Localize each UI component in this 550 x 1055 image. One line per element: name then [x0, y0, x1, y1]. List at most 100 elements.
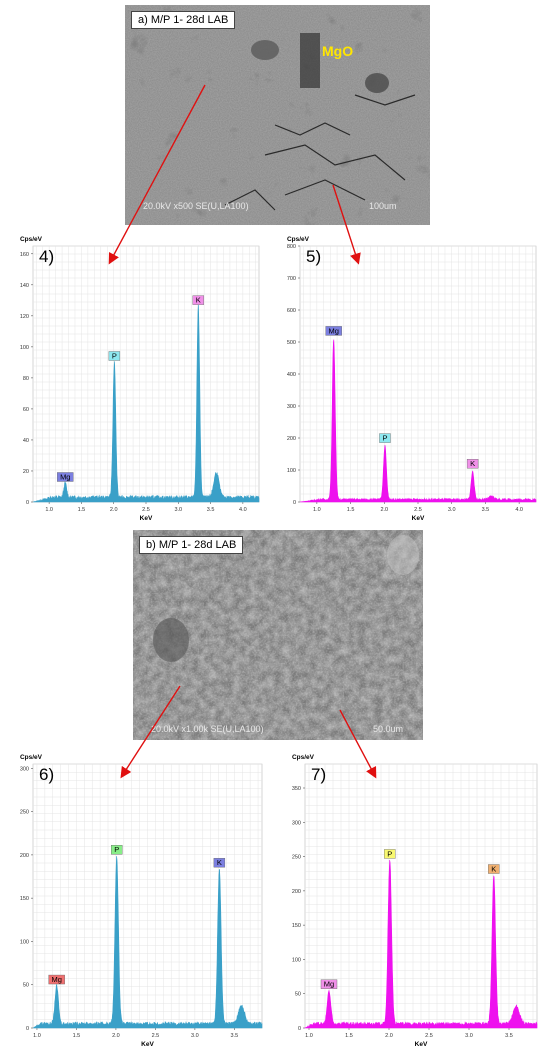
peak-label-mg: Mg	[320, 979, 338, 989]
x-axis-label: KeV	[412, 515, 425, 522]
peak-tag-box	[111, 845, 123, 855]
peak-tag-box	[213, 857, 226, 868]
peak-tag-text: K	[196, 296, 201, 305]
y-axis-label: Cps/eV	[20, 754, 43, 761]
y-tick-label: 80	[23, 376, 29, 382]
x-tick-label: 4.0	[239, 507, 247, 513]
x-tick-label: 1.5	[347, 507, 355, 513]
peak-tag-box	[325, 326, 342, 336]
peak-label-mg: Mg	[325, 326, 342, 336]
spectrum-panel-5: 0 100 200 300 400 500 600 700 800 1.0 1.5 2.0 2.5 3.0…	[272, 232, 544, 524]
sem-b-info: 20.0kV x1.00k SE(U,LA100)	[151, 724, 264, 734]
y-tick-label: 600	[287, 308, 296, 314]
peak-tag-text: P	[382, 434, 387, 443]
x-tick-label: 3.5	[231, 1033, 239, 1039]
y-axis-label: Cps/eV	[287, 236, 310, 243]
spectrum-panel-7: 0 50 100 150 200 250 300 350 1.0 1.5 2.0 2.5 3.0 3.5 C…	[277, 750, 545, 1050]
y-tick-label: 200	[287, 436, 296, 442]
x-tick-label: 2.5	[414, 507, 422, 513]
y-tick-label: 50	[23, 983, 29, 989]
y-axis-label: Cps/eV	[292, 754, 315, 761]
peak-tag-box	[466, 458, 479, 469]
sem-texture-a	[125, 5, 430, 225]
peak-label-k: K	[192, 295, 205, 305]
x-axis-label: KeV	[141, 1041, 154, 1048]
peak-label-p: P	[379, 433, 391, 443]
y-tick-label: 100	[292, 957, 301, 963]
peak-tag-box	[108, 351, 121, 361]
peak-tag-text: K	[217, 858, 222, 867]
y-tick-label: 150	[20, 896, 29, 902]
y-tick-label: 350	[292, 786, 301, 792]
x-tick-label: 3.5	[207, 507, 215, 513]
x-tick-label: 3.5	[482, 507, 490, 513]
peak-tag-text: P	[387, 849, 392, 858]
sem-b-label: b) M/P 1- 28d LAB	[139, 536, 244, 554]
x-tick-label: 3.0	[465, 1033, 473, 1039]
x-tick-label: 2.0	[112, 1033, 120, 1039]
peak-tag-text: Mg	[60, 472, 70, 481]
spectrum-panel-4: 0 20 40 60 80 100 120 140 160 1.0 1.5 2.0 2.5 3.0 3.5 4…	[5, 232, 267, 524]
y-tick-label: 150	[292, 923, 301, 929]
peak-label-p: P	[384, 849, 396, 859]
y-tick-label: 0	[26, 1026, 29, 1032]
peak-tag-text: P	[114, 845, 119, 854]
sem-b-scale: 50.0um	[373, 724, 404, 734]
sem-a-label: a) M/P 1- 28d LAB	[131, 11, 236, 29]
peak-tag-text: Mg	[324, 980, 334, 989]
x-tick-label: 3.5	[505, 1033, 513, 1039]
peak-label-k: K	[466, 458, 479, 469]
peak-tag-text: P	[112, 351, 117, 360]
y-axis-label: Cps/eV	[20, 236, 43, 243]
sem-image-a: a) M/P 1- 28d LAB MgO 20.0kV x500 SE(U,L…	[125, 5, 430, 225]
y-tick-label: 40	[23, 438, 29, 444]
sem-texture-b	[133, 530, 423, 740]
y-tick-label: 50	[295, 992, 301, 998]
y-tick-label: 200	[20, 853, 29, 859]
peak-tag-text: K	[470, 459, 475, 468]
x-tick-label: 4.0	[515, 507, 523, 513]
x-tick-label: 2.0	[380, 507, 388, 513]
peak-tag-box	[488, 864, 500, 874]
y-tick-label: 140	[20, 283, 29, 289]
y-tick-label: 100	[287, 468, 296, 474]
x-tick-label: 2.5	[425, 1033, 433, 1039]
x-tick-label: 1.0	[33, 1033, 41, 1039]
spectrum-series	[304, 859, 538, 1029]
spectrum-series	[32, 856, 263, 1029]
spectrum-chart-6: 0 50 100 150 200 250 300 1.0 1.5 2.0 2.5 3.0 3.5 Cps/…	[20, 754, 263, 1048]
y-tick-label: 160	[20, 252, 29, 258]
y-tick-label: 0	[26, 500, 29, 506]
x-axis-label: KeV	[140, 515, 153, 522]
spectrum-chart-7: 0 50 100 150 200 250 300 350 1.0 1.5 2.0 2.5 3.0 3.5 C…	[292, 754, 538, 1048]
panel-number: 5)	[306, 247, 321, 266]
y-tick-label: 250	[20, 810, 29, 816]
peak-label-k: K	[213, 857, 226, 868]
x-tick-label: 1.0	[305, 1033, 313, 1039]
peak-tag-text: Mg	[329, 326, 339, 335]
x-tick-label: 3.0	[448, 507, 456, 513]
y-tick-label: 300	[287, 404, 296, 410]
panel-number: 4)	[39, 247, 54, 266]
peak-tag-text: K	[491, 865, 496, 874]
peak-label-mg: Mg	[48, 974, 65, 985]
y-tick-label: 300	[20, 766, 29, 772]
spectrum-panel-6: 0 50 100 150 200 250 300 1.0 1.5 2.0 2.5 3.0 3.5 Cps/…	[5, 750, 270, 1050]
y-tick-label: 60	[23, 407, 29, 413]
x-tick-label: 1.5	[78, 507, 86, 513]
y-tick-label: 400	[287, 372, 296, 378]
peak-tag-box	[192, 295, 205, 305]
peak-tag-box	[57, 472, 74, 482]
x-tick-label: 3.0	[174, 507, 182, 513]
x-axis-label: KeV	[415, 1041, 428, 1048]
peak-tag-box	[48, 974, 65, 985]
peak-label-p: P	[111, 845, 123, 855]
spectrum-series	[32, 304, 260, 503]
x-tick-label: 2.5	[152, 1033, 160, 1039]
peak-tag-box	[384, 849, 396, 859]
y-tick-label: 100	[20, 939, 29, 945]
spectrum-chart-5: 0 100 200 300 400 500 600 700 800 1.0 1.5 2.0 2.5 3.0…	[287, 236, 537, 522]
panel-number: 6)	[39, 765, 54, 784]
y-tick-label: 200	[292, 889, 301, 895]
mgo-annotation: MgO	[322, 43, 354, 59]
